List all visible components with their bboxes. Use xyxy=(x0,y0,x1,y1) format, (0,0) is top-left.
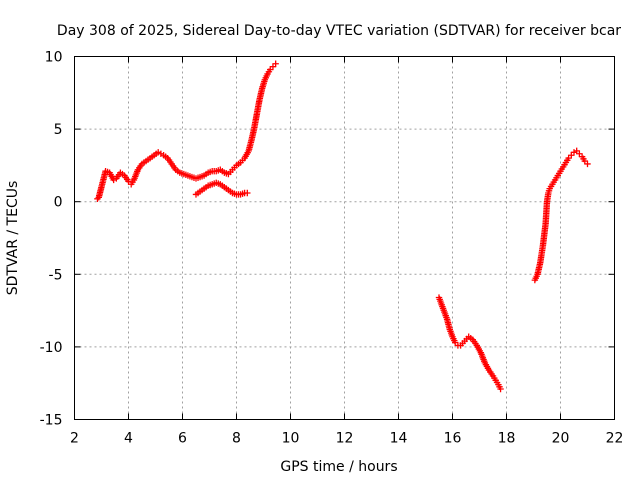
x-tick-label: 14 xyxy=(390,431,408,447)
x-axis-title: GPS time / hours xyxy=(280,459,397,475)
plot-frame xyxy=(74,56,615,420)
x-tick-label: 20 xyxy=(552,431,570,447)
y-tick-label: -15 xyxy=(40,413,63,429)
x-tick-label: 2 xyxy=(70,431,79,447)
y-tick-label: 0 xyxy=(54,195,63,211)
x-tick-label: 18 xyxy=(498,431,516,447)
x-tick-label: 8 xyxy=(232,431,241,447)
data-point xyxy=(497,385,504,393)
y-axis-title: SDTVAR / TECUs xyxy=(5,181,21,296)
x-tick-label: 10 xyxy=(282,431,300,447)
data-point xyxy=(272,60,279,67)
data-points xyxy=(94,60,591,393)
x-tick-label: 16 xyxy=(444,431,462,447)
x-tick-label: 12 xyxy=(336,431,354,447)
data-series xyxy=(94,60,279,202)
data-point xyxy=(584,160,591,168)
chart-title: Day 308 of 2025, Sidereal Day-to-day VTE… xyxy=(57,23,621,39)
y-tick-label: 10 xyxy=(45,50,63,66)
y-tick-label: 5 xyxy=(54,122,63,138)
data-series xyxy=(531,147,591,284)
data-point xyxy=(244,189,251,197)
x-tick-label: 4 xyxy=(124,431,133,447)
x-tick-label: 22 xyxy=(606,431,624,447)
y-tick-labels: -15 -10 -5 0 5 10 xyxy=(40,50,63,429)
grid xyxy=(74,56,615,420)
x-tick-label: 6 xyxy=(178,431,187,447)
y-tick-label: -10 xyxy=(40,340,63,356)
data-series xyxy=(435,294,504,393)
y-tick-label: -5 xyxy=(49,267,63,283)
data-series xyxy=(192,179,251,198)
x-tick-labels: 2 4 6 8 10 12 14 16 18 20 22 xyxy=(70,431,623,447)
